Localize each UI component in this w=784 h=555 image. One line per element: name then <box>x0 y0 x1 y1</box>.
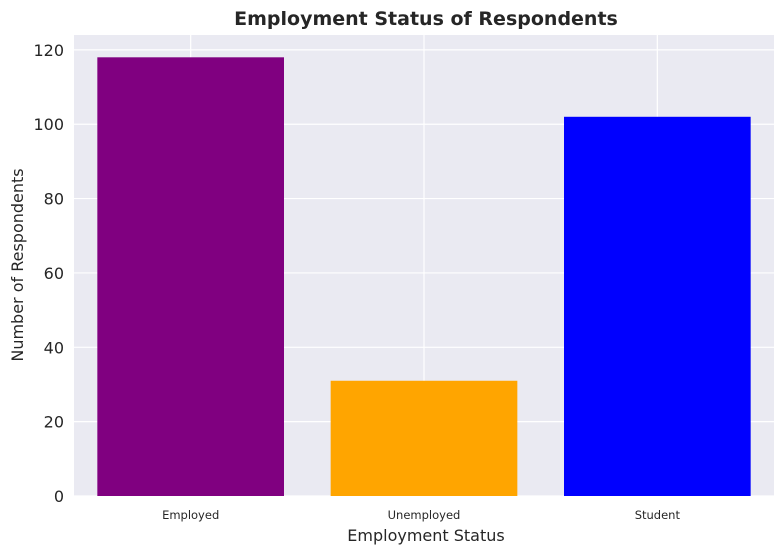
y-tick-label: 100 <box>33 115 64 134</box>
x-tick-label: Unemployed <box>388 508 461 522</box>
y-tick-label: 80 <box>44 190 64 209</box>
y-tick-label: 60 <box>44 264 64 283</box>
y-tick-label: 20 <box>44 413 64 432</box>
y-tick-label: 0 <box>54 487 64 506</box>
x-tick-label: Student <box>635 508 681 522</box>
bar-unemployed <box>330 380 518 496</box>
x-axis-ticks: Employed Unemployed Student <box>162 508 680 522</box>
y-tick-label: 120 <box>33 41 64 60</box>
chart-title: Employment Status of Respondents <box>234 8 618 30</box>
y-axis-label: Number of Respondents <box>8 168 27 361</box>
bar-student <box>564 116 751 497</box>
y-axis-ticks: 0 20 40 60 80 100 120 <box>33 41 64 506</box>
bar-employed <box>97 57 284 496</box>
bars <box>97 57 751 497</box>
x-axis-label: Employment Status <box>347 526 504 545</box>
y-tick-label: 40 <box>44 338 64 357</box>
x-tick-label: Employed <box>162 508 219 522</box>
